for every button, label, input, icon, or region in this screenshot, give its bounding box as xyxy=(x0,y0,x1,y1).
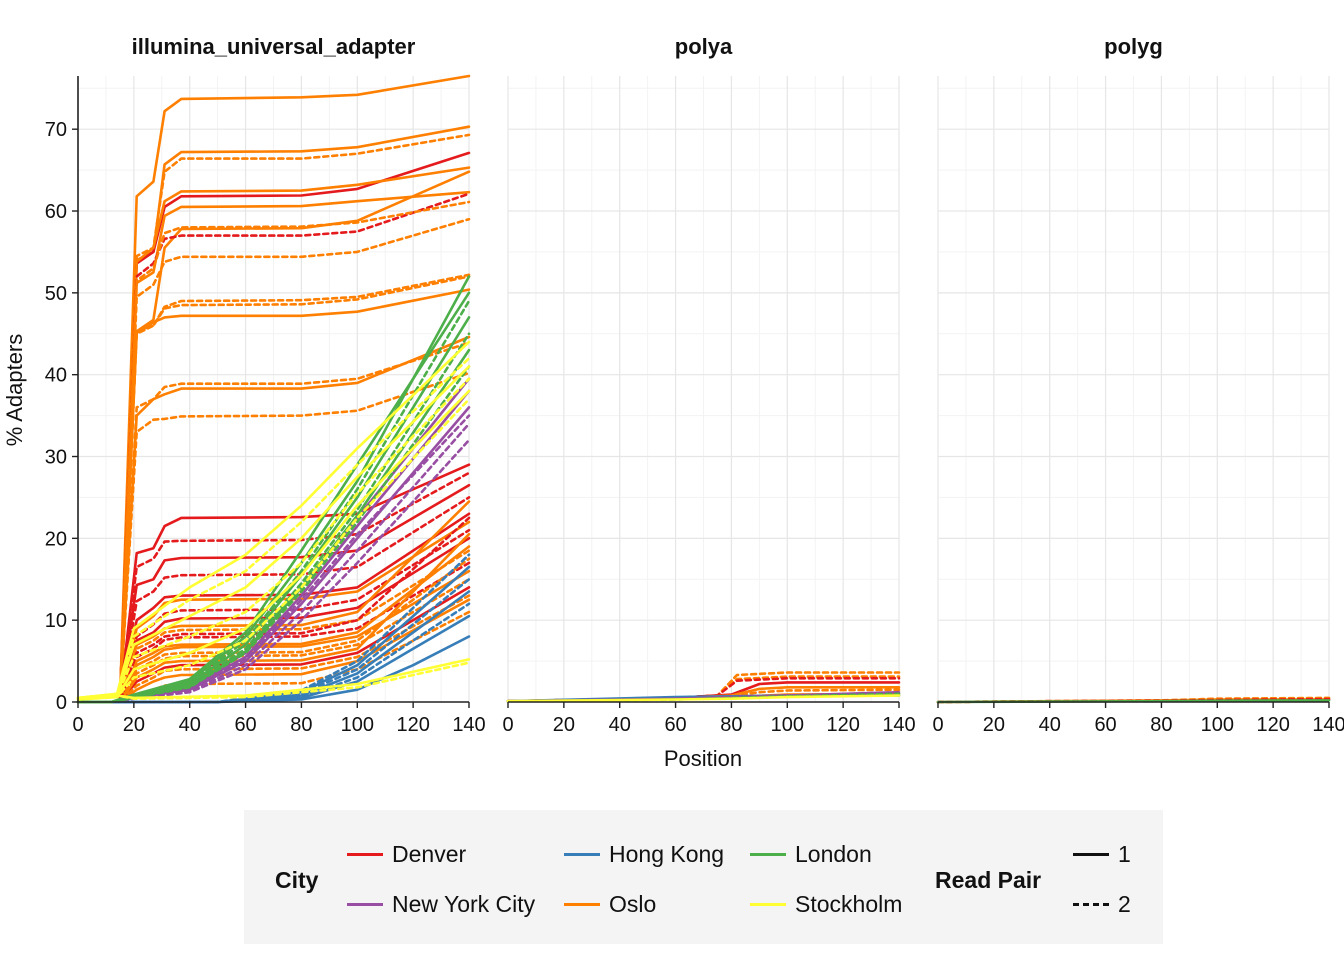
legend-item-hong-kong: Hong Kong xyxy=(564,841,724,868)
x-tick-label: 60 xyxy=(664,714,686,736)
x-tick-label: 120 xyxy=(1256,714,1289,736)
legend-swatch-hong-kong xyxy=(564,853,600,856)
legend-label-new-york-city: New York City xyxy=(392,891,536,917)
legend-item-new-york-city: New York City xyxy=(347,891,535,918)
y-tick-label: 70 xyxy=(45,119,67,141)
x-tick-label: 80 xyxy=(290,714,312,736)
x-tick-label: 20 xyxy=(983,714,1005,736)
facet-polya: polya 0 20 40 60 80 100 120 140 xyxy=(502,34,915,736)
y-tick-label: 10 xyxy=(45,610,67,632)
legend-read-pair-title: Read Pair xyxy=(935,867,1042,893)
x-tick-label: 60 xyxy=(1094,714,1116,736)
series-line-stockholm-pair-2 xyxy=(76,397,471,701)
y-tick-label: 50 xyxy=(45,283,67,305)
legend: City Denver New York City Hong Kong Oslo… xyxy=(244,810,1163,944)
series-line-oslo-pair-2 xyxy=(76,371,471,704)
x-tick-label: 80 xyxy=(1150,714,1172,736)
legend-item-pair-1: 1 xyxy=(1073,841,1131,868)
legend-city-title: City xyxy=(275,867,319,893)
x-tick-label: 20 xyxy=(553,714,575,736)
legend-label-denver: Denver xyxy=(392,841,467,867)
legend-label-pair-1: 1 xyxy=(1118,841,1131,867)
x-tick-label: 40 xyxy=(609,714,631,736)
y-tick-label: 30 xyxy=(45,447,67,469)
legend-item-denver: Denver xyxy=(347,841,466,868)
series-line-stockholm-pair-2 xyxy=(76,377,471,701)
legend-label-hong-kong: Hong Kong xyxy=(609,841,725,867)
legend-swatch-oslo xyxy=(564,903,600,906)
facet-title: illumina_universal_adapter xyxy=(132,34,416,59)
legend-label-stockholm: Stockholm xyxy=(795,891,903,917)
legend-label-oslo: Oslo xyxy=(609,891,657,917)
legend-swatch-london xyxy=(750,853,786,856)
facet-title: polyg xyxy=(1104,34,1163,59)
y-tick-label: 60 xyxy=(45,201,67,223)
series-line-stockholm-pair-1 xyxy=(506,694,901,703)
facet-title: polya xyxy=(675,34,733,59)
x-tick-label: 140 xyxy=(882,714,915,736)
x-tick-label: 60 xyxy=(234,714,256,736)
series-line-london-pair-1 xyxy=(76,291,471,704)
y-tick-label: 20 xyxy=(45,528,67,550)
legend-item-oslo: Oslo xyxy=(564,891,656,918)
series-line-oslo-pair-2 xyxy=(76,557,471,704)
legend-swatch-solid xyxy=(1073,853,1109,856)
series-line-oslo-pair-1 xyxy=(76,288,471,704)
x-tick-label: 20 xyxy=(123,714,145,736)
y-tick-label: 40 xyxy=(45,365,67,387)
x-tick-label: 100 xyxy=(1201,714,1234,736)
x-tick-label: 140 xyxy=(1312,714,1344,736)
series-line-oslo-pair-2 xyxy=(76,549,471,704)
legend-label-london: London xyxy=(795,841,872,867)
x-tick-label: 0 xyxy=(502,714,513,736)
legend-swatch-denver xyxy=(347,853,383,856)
y-tick-label: 0 xyxy=(56,692,67,714)
legend-swatch-new-york-city xyxy=(347,903,383,906)
x-tick-label: 40 xyxy=(1039,714,1061,736)
y-axis-title: % Adapters xyxy=(2,334,27,447)
x-axis-title: Position xyxy=(664,746,742,771)
x-tick-label: 0 xyxy=(932,714,943,736)
x-tick-label: 120 xyxy=(826,714,859,736)
x-tick-label: 80 xyxy=(720,714,742,736)
facet-polyg: polyg 0 20 40 60 80 100 120 140 xyxy=(932,34,1344,736)
legend-swatch-dashed xyxy=(1073,903,1109,906)
series-line-stockholm-pair-2 xyxy=(76,661,471,701)
legend-item-stockholm: Stockholm xyxy=(750,891,902,918)
x-tick-label: 40 xyxy=(179,714,201,736)
legend-item-pair-2: 2 xyxy=(1073,891,1131,918)
series-line-oslo-pair-1 xyxy=(76,532,471,704)
legend-label-pair-2: 2 xyxy=(1118,891,1131,917)
x-tick-label: 100 xyxy=(771,714,804,736)
legend-item-london: London xyxy=(750,841,872,868)
x-tick-label: 120 xyxy=(396,714,429,736)
x-tick-label: 100 xyxy=(341,714,374,736)
x-tick-label: 140 xyxy=(452,714,485,736)
legend-swatch-stockholm xyxy=(750,903,786,906)
x-tick-label: 0 xyxy=(72,714,83,736)
